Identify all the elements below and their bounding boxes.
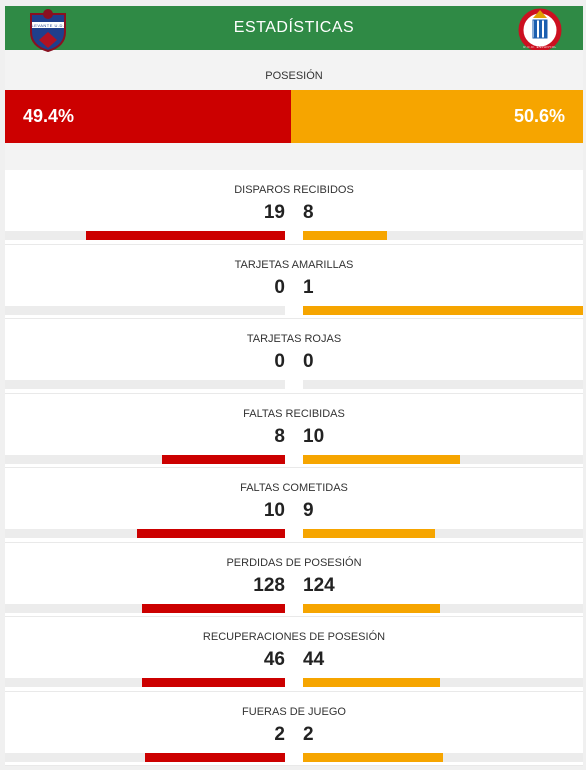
stat-away-bar bbox=[303, 603, 441, 613]
stat-label: RECUPERACIONES DE POSESIÓN bbox=[202, 631, 386, 643]
stat-away-track bbox=[303, 678, 583, 687]
stat-away-value: 8 bbox=[303, 202, 314, 223]
stat-away-bar bbox=[303, 529, 435, 538]
stat-label: PERDIDAS DE POSESIÓN bbox=[226, 556, 362, 569]
stats-header: LEVANTE U.D. ESTADÍSTICAS R.C.D. ESPANYO… bbox=[5, 6, 583, 52]
stat-row: TARJETAS ROJAS 0 0 bbox=[5, 319, 583, 394]
svg-text:R.C.D. ESPANYOL: R.C.D. ESPANYOL bbox=[523, 45, 556, 49]
stat-home-value: 8 bbox=[274, 425, 285, 447]
stat-away-bar bbox=[303, 454, 460, 464]
stat-away-value: 44 bbox=[303, 649, 325, 670]
stat-home-value: 46 bbox=[263, 649, 285, 670]
stat-row: RECUPERACIONES DE POSESIÓN 46 44 bbox=[5, 617, 583, 692]
stat-home-value: 0 bbox=[274, 351, 285, 372]
stats-title: ESTADÍSTICAS bbox=[233, 19, 355, 36]
stat-home-track bbox=[5, 454, 285, 464]
stat-home-track bbox=[5, 529, 285, 538]
stat-away-track bbox=[303, 231, 583, 240]
stat-away-value: 1 bbox=[303, 276, 314, 298]
stat-away-bar bbox=[303, 305, 583, 315]
stat-row: FUERAS DE JUEGO 2 2 bbox=[5, 691, 583, 766]
stat-row: TARJETAS AMARILLAS 0 1 bbox=[5, 244, 583, 319]
stat-home-bar bbox=[142, 603, 285, 613]
possession-label: POSESIÓN bbox=[265, 70, 323, 82]
stat-away-bar bbox=[303, 752, 443, 762]
stat-row: DISPAROS RECIBIDOS 19 8 bbox=[5, 170, 583, 245]
stat-away-track bbox=[303, 529, 583, 538]
stat-label: FALTAS COMETIDAS bbox=[240, 482, 348, 494]
stat-label: TARJETAS AMARILLAS bbox=[234, 258, 354, 271]
stat-home-bar bbox=[86, 231, 285, 240]
stat-home-bar bbox=[145, 752, 285, 762]
stat-row: PERDIDAS DE POSESIÓN 128 124 bbox=[5, 542, 583, 617]
stat-away-track bbox=[303, 752, 583, 762]
possession-home-value: 49.4% bbox=[23, 106, 75, 126]
svg-text:LEVANTE U.D.: LEVANTE U.D. bbox=[31, 23, 64, 28]
stats-panel: LEVANTE U.D. ESTADÍSTICAS R.C.D. ESPANYO… bbox=[5, 6, 583, 766]
stat-home-bar bbox=[161, 454, 285, 464]
stat-home-bar bbox=[142, 678, 285, 687]
espanyol-crest-icon: R.C.D. ESPANYOL bbox=[518, 8, 562, 50]
levante-crest-icon: LEVANTE U.D. bbox=[30, 9, 66, 52]
stat-away-track bbox=[303, 454, 583, 464]
stat-home-track bbox=[5, 603, 285, 613]
stat-away-value: 2 bbox=[303, 723, 314, 745]
stat-home-value: 0 bbox=[274, 276, 285, 298]
stat-row: FALTAS RECIBIDAS 8 10 bbox=[5, 393, 583, 468]
stat-home-value: 10 bbox=[263, 500, 285, 521]
possession-away-value: 50.6% bbox=[513, 106, 565, 126]
stat-away-track bbox=[303, 305, 583, 315]
possession-away: 50.6% bbox=[290, 90, 583, 143]
stat-row: FALTAS COMETIDAS 10 9 bbox=[5, 468, 583, 543]
stat-away-bar bbox=[303, 231, 387, 240]
stat-home-value: 2 bbox=[274, 723, 285, 745]
stat-home-track bbox=[5, 305, 285, 315]
stat-label: FALTAS RECIBIDAS bbox=[243, 407, 345, 420]
stat-away-value: 9 bbox=[303, 500, 314, 521]
stat-home-value: 128 bbox=[253, 574, 285, 596]
stat-away-track bbox=[303, 380, 583, 389]
stat-label: FUERAS DE JUEGO bbox=[242, 705, 346, 718]
stat-away-value: 124 bbox=[303, 574, 335, 596]
stat-away-bar bbox=[303, 678, 441, 687]
stat-home-track bbox=[5, 678, 285, 687]
stat-label: TARJETAS ROJAS bbox=[246, 333, 342, 345]
stat-label: DISPAROS RECIBIDOS bbox=[234, 184, 354, 196]
stat-away-value: 0 bbox=[303, 351, 314, 372]
stat-home-track bbox=[5, 380, 285, 389]
stat-home-bar bbox=[136, 529, 285, 538]
stat-home-value: 19 bbox=[263, 202, 285, 223]
possession-home: 49.4% bbox=[5, 90, 291, 143]
stat-away-track bbox=[303, 603, 583, 613]
stat-away-value: 10 bbox=[303, 425, 325, 447]
possession-bar: 49.4% 50.6% bbox=[5, 90, 583, 143]
stat-home-track bbox=[5, 752, 285, 762]
stat-home-track bbox=[5, 231, 285, 240]
stats-list: DISPAROS RECIBIDOS 19 8 TARJETAS AMARILLAS 0… bbox=[5, 170, 583, 766]
